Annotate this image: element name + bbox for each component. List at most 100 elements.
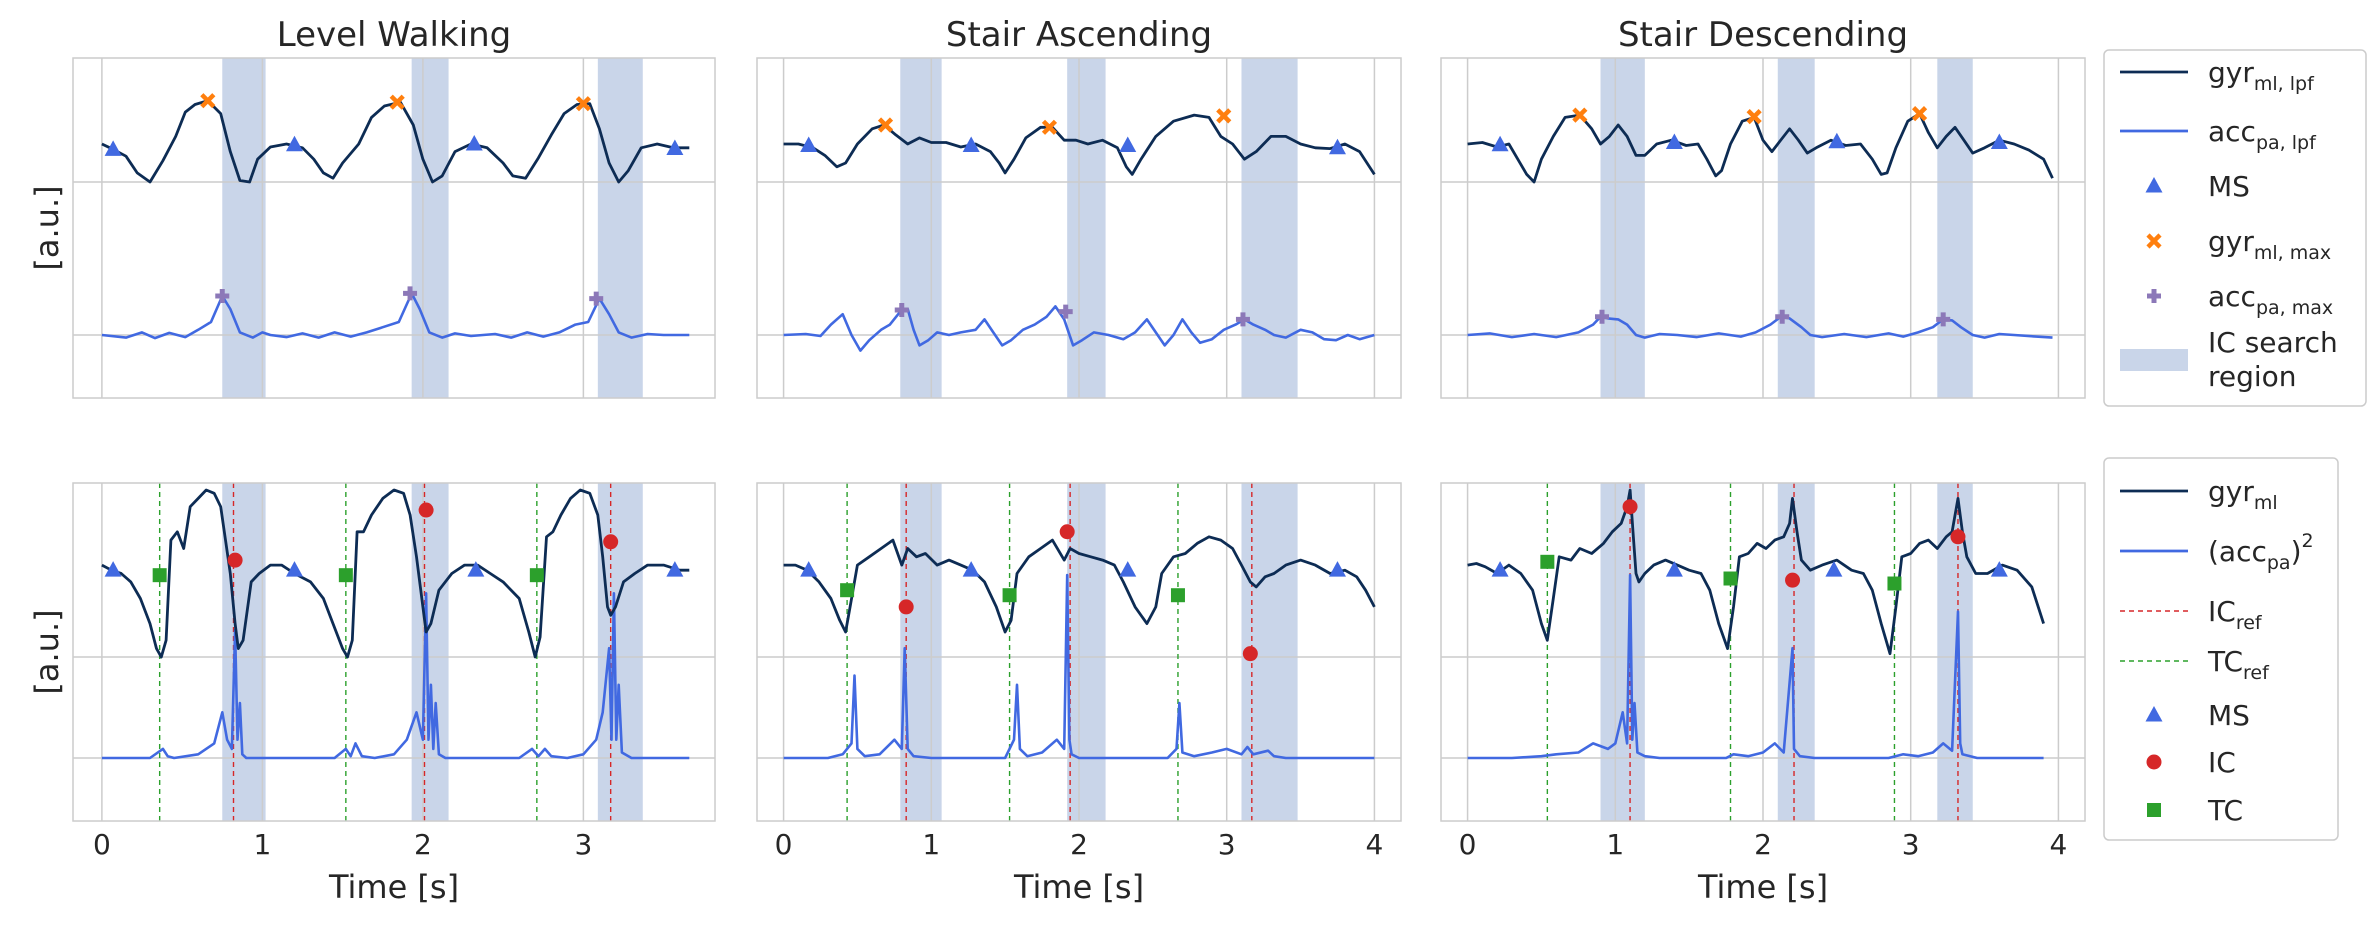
panel-title-stair-descending: Stair Descending [1618, 15, 1908, 55]
ic-search-region-1 [1600, 58, 1645, 398]
xlabel-stair-ascending: Time [s] [1013, 868, 1144, 906]
legend-label-ic_ref: ICref [2208, 595, 2263, 634]
ylabel-top: [a.u.] [28, 185, 66, 270]
xtick-label-ascend-0: 0 [775, 828, 793, 861]
panel-level-bottom [73, 483, 715, 821]
series-gyr_ml [783, 535, 1376, 634]
marker-ms-descend-bottom-1 [1491, 561, 1509, 577]
legend-label-ic: IC [2208, 746, 2236, 779]
legend-label-gyr_ml_lpf: gyrml, lpf [2208, 56, 2315, 95]
panel-descend-bottom [1441, 483, 2085, 821]
series-acc_pa_lpf [1467, 315, 2053, 339]
legend-label-acc_pa_max: accpa, max [2208, 280, 2333, 319]
marker-ms-descend-top-1 [1491, 135, 1509, 152]
marker-ms-level-top-3 [465, 135, 483, 151]
xtick-label-ascend-1: 1 [922, 828, 940, 861]
series-acc_pa_sq [1467, 573, 2044, 760]
axes-frame-ascend-bottom [756, 482, 1402, 822]
xtick-label-descend-3: 3 [1902, 828, 1920, 861]
marker-ms-ascend-top-1 [800, 136, 818, 153]
marker-ic-descend-bottom-1 [1622, 499, 1638, 515]
xtick-label-level-2: 2 [414, 828, 432, 861]
xtick-label-level-0: 0 [93, 828, 111, 861]
marker-ms-ascend-bottom-2 [962, 561, 980, 577]
marker-ms-level-bottom-2 [285, 561, 303, 577]
series-gyr_ml_lpf [783, 113, 1376, 176]
marker-tc-ascend-bottom-3 [1170, 588, 1185, 603]
marker-ic-ascend-bottom-1 [898, 599, 914, 615]
marker-ic-ascend-bottom-3 [1242, 646, 1258, 662]
marker-ic-descend-bottom-2 [1785, 572, 1801, 588]
marker-acc_pa_max-ascend-top-1 [894, 303, 909, 318]
marker-ic-ascend-bottom-2 [1059, 524, 1075, 540]
ic-search-region-3 [597, 483, 643, 821]
panel-descend-top [1441, 58, 2085, 398]
series-gyr_ml_lpf [1467, 112, 2054, 184]
marker-tc-descend-bottom-2 [1723, 571, 1738, 586]
legend-label-tc_ref: TCref [2207, 645, 2270, 684]
legend-bottom: gyrml (accpa)2 ICref TCref MS IC TC [2103, 457, 2339, 841]
xtick-label-ascend-2: 2 [1070, 828, 1088, 861]
legend-handle-ic_search_region [2120, 349, 2188, 371]
axes-frame-descend-bottom [1440, 482, 2086, 822]
xtick-label-level-1: 1 [253, 828, 271, 861]
marker-ms-ascend-top-2 [962, 136, 980, 153]
xlabel-level-walking: Time [s] [328, 868, 459, 906]
legend-handle-acc_pa_max [2147, 289, 2161, 303]
marker-tc-level-bottom-2 [338, 568, 353, 583]
legend-label-gyr_ml: gyrml [2208, 475, 2278, 514]
ic-search-region-1 [222, 58, 266, 398]
legend-handle-gyr_ml_max [2146, 233, 2162, 249]
marker-ms-descend-top-2 [1665, 133, 1683, 149]
ic-search-region-3 [1241, 58, 1298, 398]
axes-frame-ascend-top [756, 57, 1402, 399]
ic-search-region-3 [597, 58, 643, 398]
legend-top: gyrml, lpf accpa, lpf MS gyrml, max accpa, m… [2103, 49, 2367, 407]
marker-ms-descend-bottom-4 [1990, 561, 2008, 577]
marker-ic-descend-bottom-3 [1950, 529, 1966, 545]
legend-label-gyr_ml_max: gyrml, max [2208, 225, 2331, 264]
marker-gyr_ml_max-descend-top-3 [1911, 106, 1928, 122]
marker-ms-level-top-4 [666, 139, 684, 156]
legend-label-ms: MS [2208, 699, 2250, 732]
marker-ic-level-bottom-2 [418, 502, 434, 518]
ic-search-region-1 [900, 483, 942, 821]
marker-tc-descend-bottom-3 [1887, 576, 1902, 591]
legend-handle-ms [2145, 706, 2163, 722]
legend-label-acc_pa_sq: (accpa)2 [2208, 530, 2314, 574]
marker-ms-level-bottom-3 [467, 561, 485, 577]
xtick-label-ascend-4: 4 [1365, 828, 1383, 861]
ic-search-region-2 [1777, 58, 1815, 398]
legend-top-frame [2103, 49, 2367, 407]
axes-frame-level-bottom [72, 482, 716, 822]
marker-acc_pa_max-level-top-1 [215, 289, 230, 303]
marker-tc-descend-bottom-1 [1540, 554, 1555, 569]
marker-ms-descend-top-3 [1828, 132, 1846, 149]
xlabel-stair-descending: Time [s] [1697, 868, 1828, 906]
panel-title-stair-ascending: Stair Ascending [946, 15, 1212, 55]
marker-ms-level-bottom-4 [666, 561, 684, 577]
marker-ms-descend-bottom-2 [1665, 561, 1683, 577]
marker-ms-level-bottom-1 [104, 561, 122, 577]
marker-tc-level-bottom-3 [529, 568, 544, 583]
xtick-label-descend-1: 1 [1606, 828, 1624, 861]
panel-level-top [73, 58, 715, 398]
marker-ms-level-top-1 [104, 140, 122, 156]
marker-acc_pa_max-descend-top-1 [1595, 309, 1609, 324]
marker-gyr_ml_max-level-top-3 [575, 96, 591, 112]
legend-label-tc: TC [2207, 794, 2243, 827]
marker-ms-ascend-bottom-3 [1119, 561, 1137, 577]
marker-gyr_ml_max-ascend-top-2 [1041, 119, 1058, 135]
series-acc_pa_lpf [783, 305, 1375, 352]
ic-search-region-3 [1937, 58, 1973, 398]
marker-ms-level-top-2 [285, 135, 303, 152]
series-gyr_ml [1467, 488, 2045, 656]
series-acc_pa_sq [101, 591, 690, 760]
marker-ms-ascend-bottom-1 [800, 561, 818, 577]
marker-ms-ascend-top-4 [1328, 138, 1346, 155]
xtick-label-ascend-3: 3 [1218, 828, 1236, 861]
marker-acc_pa_max-level-top-3 [589, 291, 604, 306]
ic-search-region-1 [900, 58, 942, 398]
ic-search-region-2 [1067, 483, 1106, 821]
